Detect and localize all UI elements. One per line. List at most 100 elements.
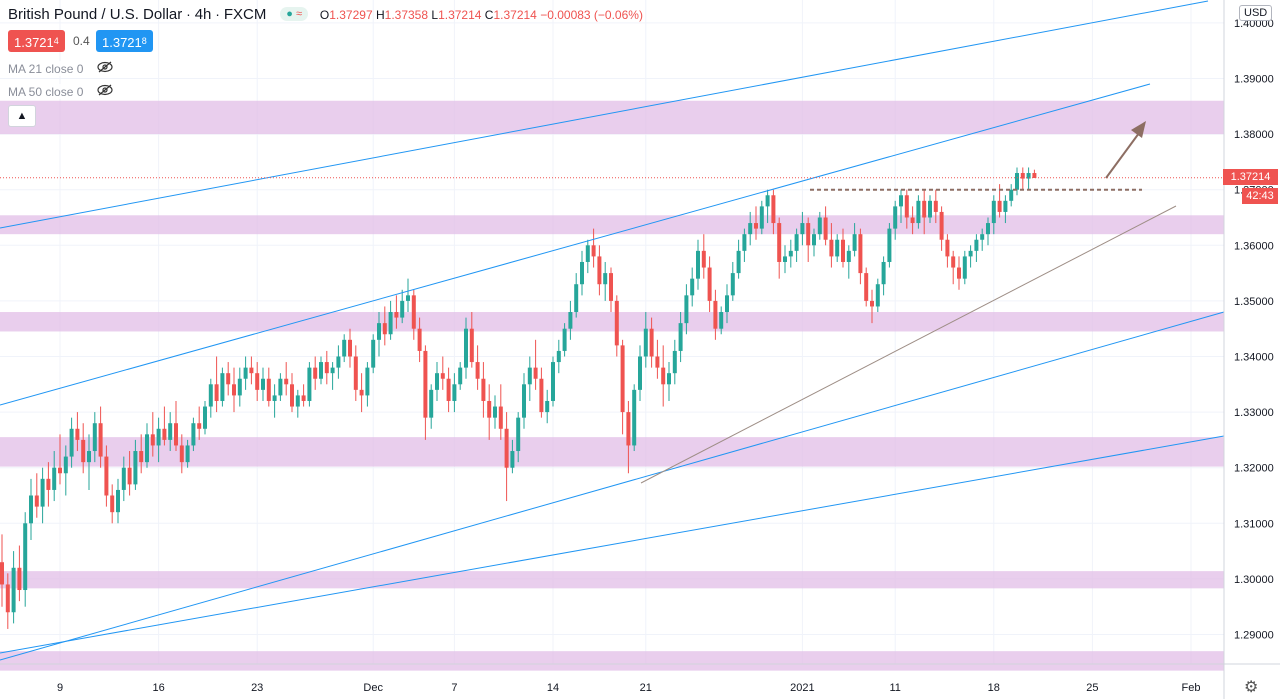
candle-body bbox=[98, 423, 103, 457]
projection-arrow bbox=[1105, 128, 1143, 179]
channel-line bbox=[0, 435, 1225, 654]
candle-body bbox=[771, 195, 776, 224]
buy-pip: 8 bbox=[141, 36, 147, 46]
candle-body bbox=[980, 234, 985, 240]
time-tick-label: 2021 bbox=[790, 682, 814, 694]
indicator-ma21[interactable]: MA 21 close 0 bbox=[8, 61, 113, 76]
price-tick-label: 1.29000 bbox=[1234, 630, 1274, 642]
time-tick-label: 23 bbox=[251, 682, 263, 694]
price-tick-label: 1.31000 bbox=[1234, 518, 1274, 530]
price-tick-label: 1.35000 bbox=[1234, 296, 1274, 308]
candle-body bbox=[458, 367, 463, 385]
price-zone bbox=[0, 571, 1224, 589]
separator: · bbox=[186, 6, 191, 22]
candle-body bbox=[1009, 189, 1014, 201]
candle-body bbox=[336, 356, 341, 368]
bar-countdown: 42:43 bbox=[1242, 188, 1278, 204]
indicator-ma50[interactable]: MA 50 close 0 bbox=[8, 84, 113, 99]
candle-body bbox=[423, 350, 428, 418]
open-label: O bbox=[319, 8, 330, 22]
candle-body bbox=[881, 261, 886, 285]
trend-line bbox=[640, 205, 1177, 484]
candle-body bbox=[150, 434, 155, 446]
candle-body bbox=[997, 200, 1002, 212]
eye-hidden-icon[interactable] bbox=[97, 84, 113, 99]
candle-body bbox=[220, 373, 225, 401]
price-zone bbox=[0, 215, 1224, 235]
arrow-head bbox=[1131, 121, 1146, 138]
candle-body bbox=[243, 367, 248, 379]
candle-body bbox=[452, 384, 457, 401]
price-tick-label: 1.38000 bbox=[1234, 129, 1274, 141]
currency-label[interactable]: USD bbox=[1239, 5, 1273, 21]
candle-body bbox=[469, 328, 474, 363]
buy-price-button[interactable]: 1.37218 bbox=[96, 30, 153, 52]
candle-body bbox=[232, 384, 236, 396]
candle-body bbox=[806, 223, 811, 246]
candle-body bbox=[197, 423, 202, 429]
price-tick-label: 1.36000 bbox=[1234, 240, 1274, 252]
interval-label[interactable]: 4h bbox=[194, 6, 212, 23]
candle-body bbox=[696, 250, 700, 279]
candle-body bbox=[632, 389, 637, 446]
candle-body bbox=[777, 223, 782, 262]
candle-body bbox=[626, 412, 631, 446]
candle-body bbox=[916, 200, 921, 224]
candle-body bbox=[52, 467, 57, 490]
candle-body bbox=[864, 273, 869, 301]
chart-legend: British Pound / U.S. Dollar · 4h · FXCM … bbox=[8, 6, 643, 23]
drawings bbox=[0, 0, 1225, 661]
candle-body bbox=[951, 256, 956, 268]
candle-body bbox=[261, 378, 265, 390]
candle-body bbox=[429, 389, 434, 418]
candle-body bbox=[406, 295, 410, 301]
candle-body bbox=[319, 362, 323, 379]
candle-body bbox=[359, 389, 364, 396]
candle-body bbox=[516, 417, 521, 452]
candle-body bbox=[104, 456, 109, 496]
change-value: −0.00083 (−0.06%) bbox=[540, 8, 643, 22]
candle-body bbox=[788, 250, 793, 257]
price-tick-label: 1.39000 bbox=[1234, 74, 1274, 86]
support-resistance-zones bbox=[0, 100, 1224, 671]
time-tick-label: 7 bbox=[451, 682, 457, 694]
candle-body bbox=[638, 356, 642, 390]
candle-body bbox=[214, 384, 219, 401]
candle-body bbox=[11, 567, 16, 613]
candle-body bbox=[829, 239, 834, 257]
price-tick-label: 1.30000 bbox=[1234, 574, 1274, 586]
eye-hidden-icon[interactable] bbox=[97, 61, 113, 76]
candle-body bbox=[330, 367, 335, 374]
candle-body bbox=[899, 195, 903, 207]
candle-body bbox=[539, 378, 544, 413]
candle-body bbox=[353, 356, 358, 390]
price-tick-label: 1.33000 bbox=[1234, 407, 1274, 419]
candle-body bbox=[255, 373, 260, 390]
candle-body bbox=[464, 328, 468, 368]
candle-body bbox=[1032, 173, 1037, 179]
candle-body bbox=[75, 428, 80, 440]
candle-body bbox=[870, 300, 874, 307]
high-value: 1.37358 bbox=[384, 8, 429, 22]
candle-body bbox=[684, 295, 689, 324]
candle-body bbox=[794, 234, 799, 251]
time-tick-label: 9 bbox=[57, 682, 63, 694]
sell-price-button[interactable]: 1.37214 bbox=[8, 30, 65, 52]
candle-body bbox=[295, 395, 300, 407]
candle-body bbox=[875, 284, 880, 307]
market-status-icon[interactable]: ● ≈ bbox=[280, 7, 308, 21]
chevron-up-icon[interactable]: ▲ bbox=[8, 105, 36, 127]
price-zone bbox=[0, 651, 1224, 671]
candle-body bbox=[551, 362, 555, 401]
candle-body bbox=[748, 223, 753, 235]
symbol-name[interactable]: British Pound / U.S. Dollar bbox=[8, 6, 183, 23]
separator: · bbox=[215, 6, 220, 22]
candle-body bbox=[707, 267, 712, 301]
ohlc-values: O1.37297 H1.37358 L1.37214 C1.37214 −0.0… bbox=[320, 8, 643, 22]
candle-body bbox=[585, 245, 590, 262]
candle-body bbox=[226, 373, 231, 385]
candle-body bbox=[139, 451, 144, 463]
gear-icon[interactable]: ⚙ bbox=[1244, 679, 1259, 696]
